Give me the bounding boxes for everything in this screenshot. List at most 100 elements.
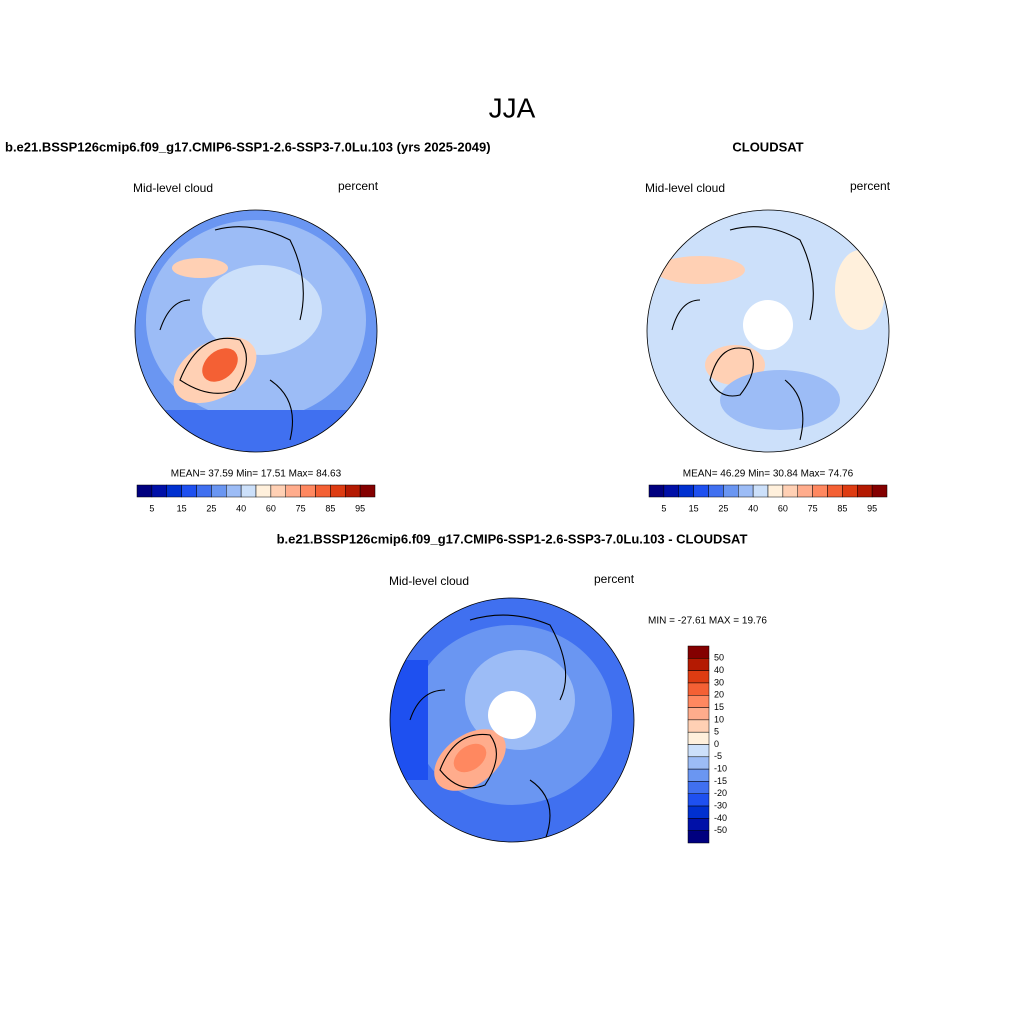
colorbar-label: 30: [714, 677, 724, 687]
colorbar-swatch: [857, 484, 873, 498]
colorbar-label: -10: [714, 764, 727, 774]
left-label: Mid-level cloud: [133, 181, 213, 195]
panel-title: CLOUDSAT: [732, 139, 803, 154]
stats: MEAN= 37.59 Min= 17.51 Max= 84.63: [171, 469, 342, 480]
colorbar-label: 10: [714, 714, 724, 724]
colorbar-swatch: [285, 484, 301, 498]
colorbar-swatch: [687, 744, 710, 758]
colorbar-label: -40: [714, 813, 727, 823]
panel-title: b.e21.BSSP126cmip6.f09_g17.CMIP6-SSP1-2.…: [277, 531, 748, 546]
colorbar-swatch: [240, 484, 257, 498]
colorbar-label: 95: [867, 503, 877, 513]
colorbar-label: 25: [206, 503, 216, 513]
colorbar-label: 75: [296, 503, 306, 513]
colorbar-swatch: [270, 484, 286, 498]
colorbar-label: -50: [714, 825, 727, 835]
colorbar-swatch: [687, 805, 710, 819]
colorbar-label: 85: [837, 503, 847, 513]
right-label: percent: [338, 179, 379, 193]
colorbar-label: -5: [714, 751, 722, 761]
colorbar-swatch: [648, 484, 665, 498]
colorbar-swatch: [827, 484, 843, 498]
colorbar-swatch: [812, 484, 828, 498]
colorbar-swatch: [708, 484, 724, 498]
colorbar-label: 15: [689, 503, 699, 513]
colorbar-label: 50: [714, 653, 724, 663]
colorbar-label: 85: [325, 503, 335, 513]
colorbar-label: -15: [714, 776, 727, 786]
colorbar-swatch: [687, 830, 710, 844]
left-label: Mid-level cloud: [645, 181, 725, 195]
colorbar-swatch: [687, 707, 710, 721]
colorbar-swatch: [687, 781, 710, 794]
colorbar-label: 15: [177, 503, 187, 513]
colorbar-swatch: [797, 484, 813, 498]
colorbar-swatch: [687, 719, 710, 733]
colorbar-label: -30: [714, 800, 727, 810]
colorbar-swatch: [687, 731, 710, 745]
colorbar-label: 25: [718, 503, 728, 513]
colorbar-label: -20: [714, 788, 727, 798]
colorbar-label: 40: [236, 503, 246, 513]
map-border: [389, 597, 635, 843]
colorbar-swatch: [151, 484, 167, 498]
colorbar-swatch: [738, 484, 754, 498]
colorbar-swatch: [687, 670, 710, 684]
colorbar-label: 5: [714, 727, 719, 737]
colorbar-label: 95: [355, 503, 365, 513]
colorbar-swatch: [255, 484, 272, 498]
colorbar-label: 0: [714, 739, 719, 749]
colorbar-swatch: [211, 484, 227, 498]
colorbar-swatch: [687, 658, 710, 671]
colorbar-label: 60: [266, 503, 276, 513]
colorbar-swatch: [687, 682, 710, 696]
colorbar-swatch: [663, 484, 679, 498]
colorbar-label: 75: [808, 503, 818, 513]
left-label: Mid-level cloud: [389, 574, 469, 588]
colorbar-swatch: [181, 484, 197, 498]
colorbar-swatch: [678, 484, 694, 498]
colorbar-swatch: [782, 484, 798, 498]
colorbar-label: 15: [714, 702, 724, 712]
colorbar-swatch: [842, 484, 858, 498]
colorbar-swatch: [166, 484, 182, 498]
right-label: percent: [594, 572, 635, 586]
colorbar-swatch: [136, 484, 153, 498]
colorbar-swatch: [752, 484, 769, 498]
colorbar-swatch: [315, 484, 331, 498]
colorbar-swatch: [687, 645, 710, 659]
map: [647, 210, 889, 452]
stats: MIN = -27.61 MAX = 19.76: [648, 616, 767, 627]
figure-title: JJA: [489, 92, 536, 123]
colorbar-swatch: [330, 484, 346, 498]
map: [390, 598, 634, 842]
colorbar-label: 5: [149, 503, 154, 513]
panel-title: b.e21.BSSP126cmip6.f09_g17.CMIP6-SSP1-2.…: [5, 139, 491, 154]
colorbar-swatch: [300, 484, 316, 498]
colorbar-swatch: [693, 484, 709, 498]
map: [135, 210, 377, 452]
colorbar-swatch: [196, 484, 212, 498]
colorbar-swatch: [345, 484, 361, 498]
colorbar-swatch: [687, 695, 710, 708]
colorbar-label: 60: [778, 503, 788, 513]
colorbar-swatch: [687, 818, 710, 831]
colorbar-swatch: [767, 484, 784, 498]
colorbar-label: 40: [714, 665, 724, 675]
right-label: percent: [850, 179, 891, 193]
colorbar-swatch: [226, 484, 242, 498]
colorbar-swatch: [723, 484, 739, 498]
stats: MEAN= 46.29 Min= 30.84 Max= 74.76: [683, 469, 854, 480]
colorbar-swatch: [687, 793, 710, 807]
map-border: [134, 209, 378, 453]
colorbar-swatch: [359, 484, 376, 498]
colorbar-swatch: [687, 768, 710, 782]
colorbar: 5 15 25 40 60 75 85 95: [648, 484, 888, 513]
colorbar-label: 5: [661, 503, 666, 513]
colorbar-swatch: [687, 756, 710, 770]
colorbar-label: 20: [714, 690, 724, 700]
colorbar-swatch: [871, 484, 888, 498]
map-border: [646, 209, 890, 453]
